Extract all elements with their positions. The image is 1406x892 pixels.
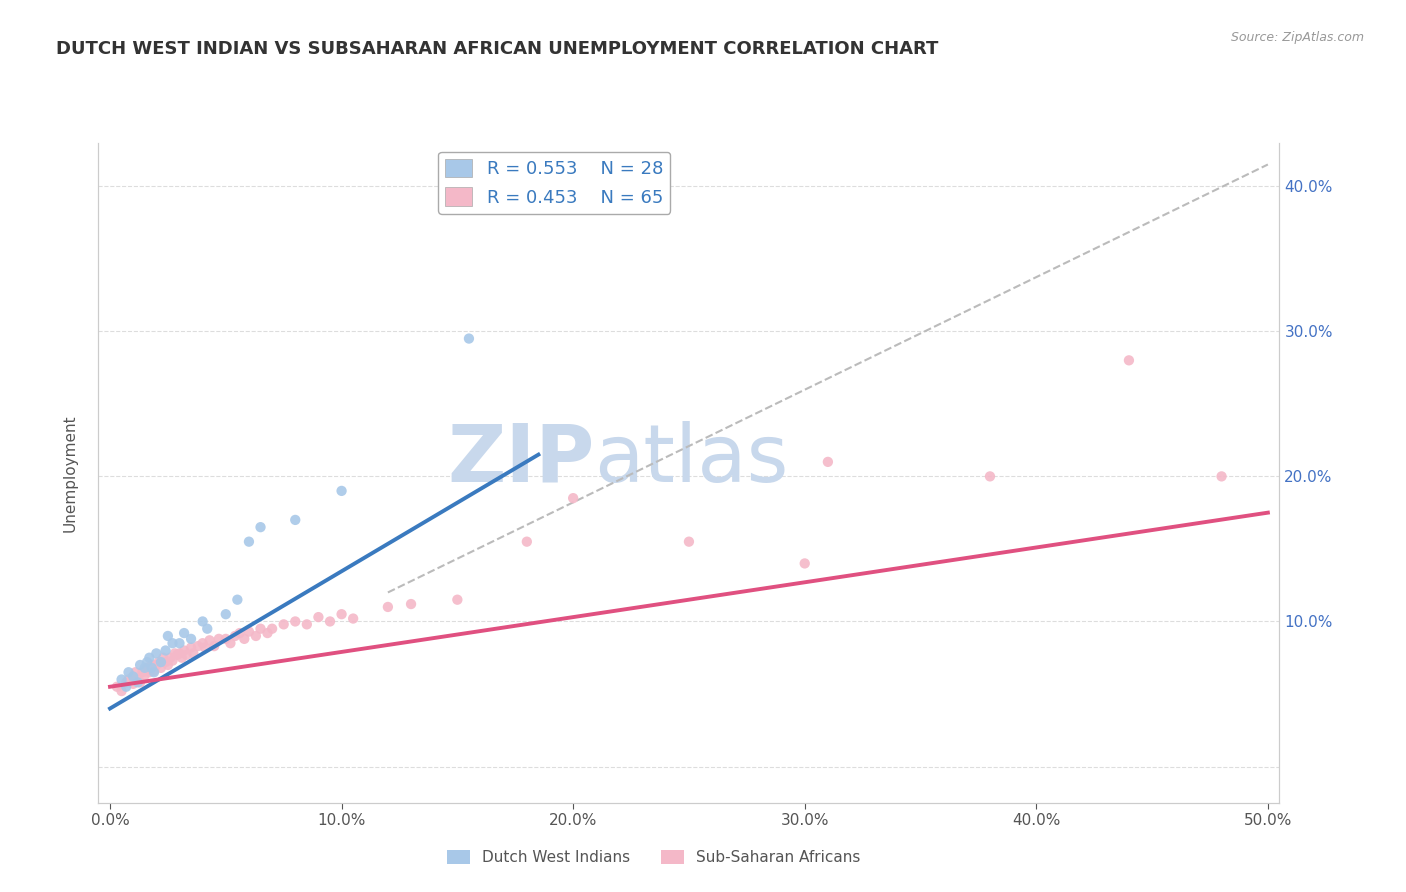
Legend: Dutch West Indians, Sub-Saharan Africans: Dutch West Indians, Sub-Saharan Africans (440, 844, 866, 871)
Point (219, 636, 242, 650)
Point (152, 650, 174, 665)
Point (127, 673, 149, 687)
Point (143, 664, 166, 678)
Point (122, 670, 145, 684)
Point (1118, 353, 1140, 368)
Point (127, 675, 149, 690)
Point (233, 632, 256, 646)
Point (149, 655, 172, 669)
Point (342, 611, 364, 625)
Text: atlas: atlas (595, 420, 789, 499)
Point (129, 675, 152, 690)
Point (122, 670, 145, 684)
Point (330, 483, 353, 498)
Point (166, 648, 188, 662)
Point (226, 592, 249, 607)
Point (156, 657, 179, 672)
Point (377, 599, 399, 614)
Point (131, 665, 153, 680)
Text: DUTCH WEST INDIAN VS SUBSAHARAN AFRICAN UNEMPLOYMENT CORRELATION CHART: DUTCH WEST INDIAN VS SUBSAHARAN AFRICAN … (56, 40, 939, 58)
Point (224, 629, 246, 643)
Point (105, 680, 128, 694)
Point (198, 633, 221, 648)
Point (143, 665, 166, 680)
Point (399, 597, 422, 611)
Point (215, 632, 238, 646)
Point (516, 534, 538, 549)
Point (180, 640, 202, 655)
Point (141, 657, 163, 672)
Point (208, 632, 231, 646)
Point (307, 610, 329, 624)
Point (145, 657, 167, 672)
Point (124, 665, 146, 680)
Point (129, 657, 152, 672)
Point (284, 615, 307, 629)
Point (170, 650, 193, 665)
Point (117, 665, 139, 680)
Point (249, 520, 271, 534)
Point (319, 615, 342, 629)
Text: ZIP: ZIP (447, 420, 595, 499)
Point (169, 636, 191, 650)
Point (245, 629, 267, 643)
Point (256, 626, 278, 640)
Point (122, 677, 145, 691)
Point (194, 640, 217, 655)
Point (136, 661, 159, 675)
Point (163, 646, 186, 660)
Point (183, 646, 205, 660)
Point (115, 680, 138, 694)
Point (115, 675, 138, 690)
Point (180, 632, 202, 646)
Point (159, 650, 181, 665)
Point (262, 622, 284, 636)
Point (110, 684, 132, 698)
Point (134, 661, 156, 675)
Point (149, 661, 172, 675)
Point (156, 629, 179, 643)
Point (284, 513, 307, 527)
Point (446, 592, 468, 607)
Point (215, 607, 238, 622)
Point (678, 534, 700, 549)
Point (228, 626, 250, 640)
Point (202, 639, 225, 653)
Point (176, 648, 198, 662)
Point (238, 624, 260, 639)
Point (173, 626, 195, 640)
Point (138, 665, 160, 680)
Point (458, 332, 481, 346)
Point (162, 636, 184, 650)
Point (1211, 469, 1233, 483)
Point (136, 655, 159, 669)
Point (295, 617, 318, 632)
Point (562, 491, 585, 505)
Point (134, 668, 156, 682)
Point (249, 622, 271, 636)
Y-axis label: Unemployment: Unemployment (63, 414, 77, 532)
Point (162, 654, 184, 668)
Point (138, 650, 160, 665)
Point (145, 646, 167, 660)
Point (110, 673, 132, 687)
Point (817, 455, 839, 469)
Text: Source: ZipAtlas.com: Source: ZipAtlas.com (1230, 31, 1364, 45)
Point (173, 643, 195, 657)
Point (191, 615, 214, 629)
Point (169, 646, 191, 660)
Point (187, 639, 209, 653)
Point (273, 617, 295, 632)
Point (148, 655, 170, 669)
Point (238, 534, 260, 549)
Point (141, 661, 163, 675)
Point (155, 643, 177, 657)
Point (117, 673, 139, 687)
Point (195, 622, 218, 636)
Point (330, 607, 353, 622)
Point (191, 636, 214, 650)
Point (155, 655, 177, 669)
Point (979, 469, 1001, 483)
Point (793, 557, 815, 571)
